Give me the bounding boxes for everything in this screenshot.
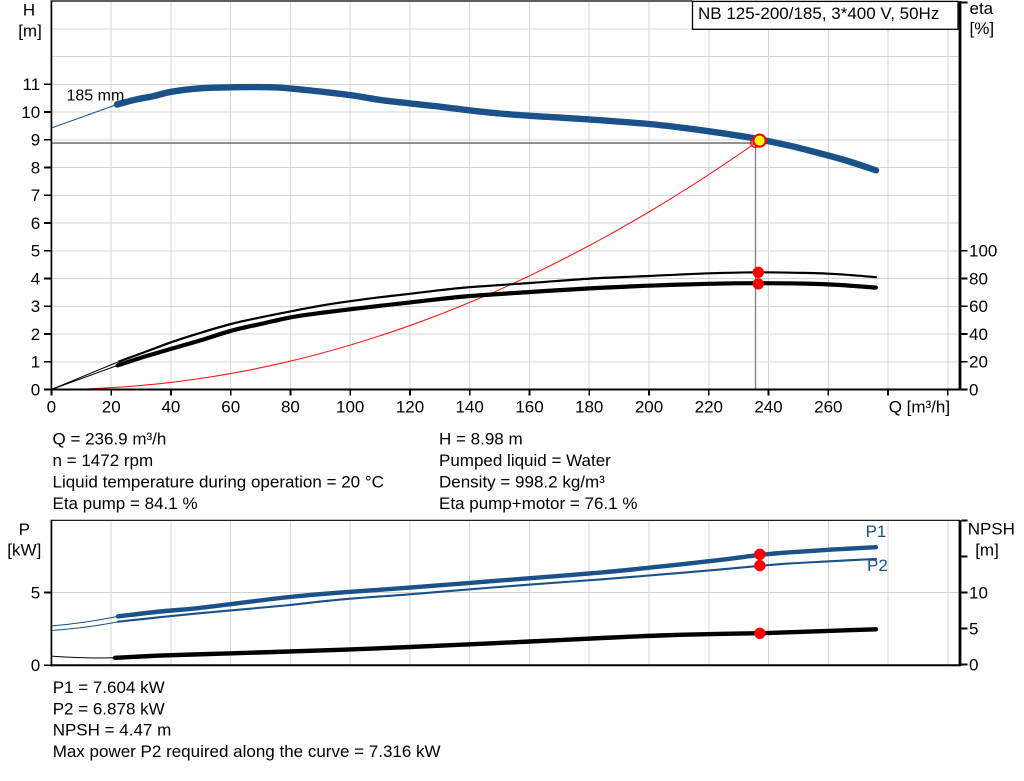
svg-text:Q [m³/h]: Q [m³/h] — [889, 398, 950, 417]
svg-text:Q = 236.9 m³/h: Q = 236.9 m³/h — [53, 430, 167, 449]
svg-text:Density = 998.2 kg/m³: Density = 998.2 kg/m³ — [439, 473, 605, 492]
svg-text:Pumped liquid = Water: Pumped liquid = Water — [439, 451, 611, 470]
svg-text:0: 0 — [31, 656, 40, 675]
svg-text:120: 120 — [396, 398, 424, 417]
svg-text:9: 9 — [31, 131, 40, 150]
svg-text:60: 60 — [221, 398, 240, 417]
svg-text:60: 60 — [969, 297, 988, 316]
svg-text:H: H — [23, 1, 35, 20]
svg-text:[m]: [m] — [18, 22, 42, 41]
svg-text:6: 6 — [31, 214, 40, 233]
svg-text:5: 5 — [31, 242, 40, 261]
svg-text:[kW]: [kW] — [7, 540, 41, 559]
svg-text:NPSH: NPSH — [968, 519, 1015, 538]
svg-text:80: 80 — [969, 269, 988, 288]
svg-text:Eta pump = 84.1 %: Eta pump = 84.1 % — [53, 494, 198, 513]
svg-text:40: 40 — [969, 325, 988, 344]
svg-text:220: 220 — [695, 398, 723, 417]
svg-text:0: 0 — [969, 380, 978, 399]
svg-text:[m]: [m] — [975, 540, 999, 559]
svg-text:P1 = 7.604 kW: P1 = 7.604 kW — [53, 678, 165, 697]
svg-text:10: 10 — [21, 103, 40, 122]
svg-text:240: 240 — [754, 398, 782, 417]
svg-text:5: 5 — [31, 583, 40, 602]
svg-text:5: 5 — [969, 619, 978, 638]
svg-text:Eta pump+motor = 76.1 %: Eta pump+motor = 76.1 % — [439, 494, 637, 513]
svg-text:20: 20 — [969, 353, 988, 372]
svg-text:1: 1 — [31, 353, 40, 372]
svg-text:P2 = 6.878 kW: P2 = 6.878 kW — [53, 699, 165, 718]
svg-text:140: 140 — [456, 398, 484, 417]
svg-text:80: 80 — [281, 398, 300, 417]
svg-text:0: 0 — [31, 380, 40, 399]
svg-text:185 mm: 185 mm — [67, 88, 125, 105]
svg-text:180: 180 — [575, 398, 603, 417]
svg-text:NPSH = 4.47 m: NPSH = 4.47 m — [53, 721, 172, 740]
svg-text:H = 8.98 m: H = 8.98 m — [439, 430, 523, 449]
svg-text:3: 3 — [31, 297, 40, 316]
svg-text:8: 8 — [31, 158, 40, 177]
svg-text:2: 2 — [31, 325, 40, 344]
svg-text:P2: P2 — [867, 556, 888, 575]
svg-text:P: P — [19, 520, 30, 539]
svg-text:7: 7 — [31, 186, 40, 205]
svg-text:4: 4 — [31, 269, 40, 288]
svg-text:Liquid temperature during oper: Liquid temperature during operation = 20… — [53, 473, 384, 492]
svg-text:100: 100 — [336, 398, 364, 417]
svg-text:n = 1472 rpm: n = 1472 rpm — [53, 451, 154, 470]
svg-text:11: 11 — [23, 75, 41, 94]
svg-text:0: 0 — [969, 655, 978, 674]
svg-text:200: 200 — [635, 398, 663, 417]
svg-text:160: 160 — [515, 398, 543, 417]
svg-text:[%]: [%] — [970, 19, 995, 38]
svg-text:NB 125-200/185, 3*400 V, 50Hz: NB 125-200/185, 3*400 V, 50Hz — [698, 4, 939, 23]
svg-text:100: 100 — [969, 242, 997, 261]
svg-text:40: 40 — [161, 398, 180, 417]
svg-text:P1: P1 — [866, 522, 887, 541]
svg-text:0: 0 — [47, 398, 56, 417]
svg-text:Max power P2 required along th: Max power P2 required along the curve = … — [53, 742, 441, 761]
svg-text:eta: eta — [970, 0, 994, 18]
svg-text:260: 260 — [814, 398, 842, 417]
svg-text:10: 10 — [969, 583, 988, 602]
svg-text:20: 20 — [102, 398, 121, 417]
